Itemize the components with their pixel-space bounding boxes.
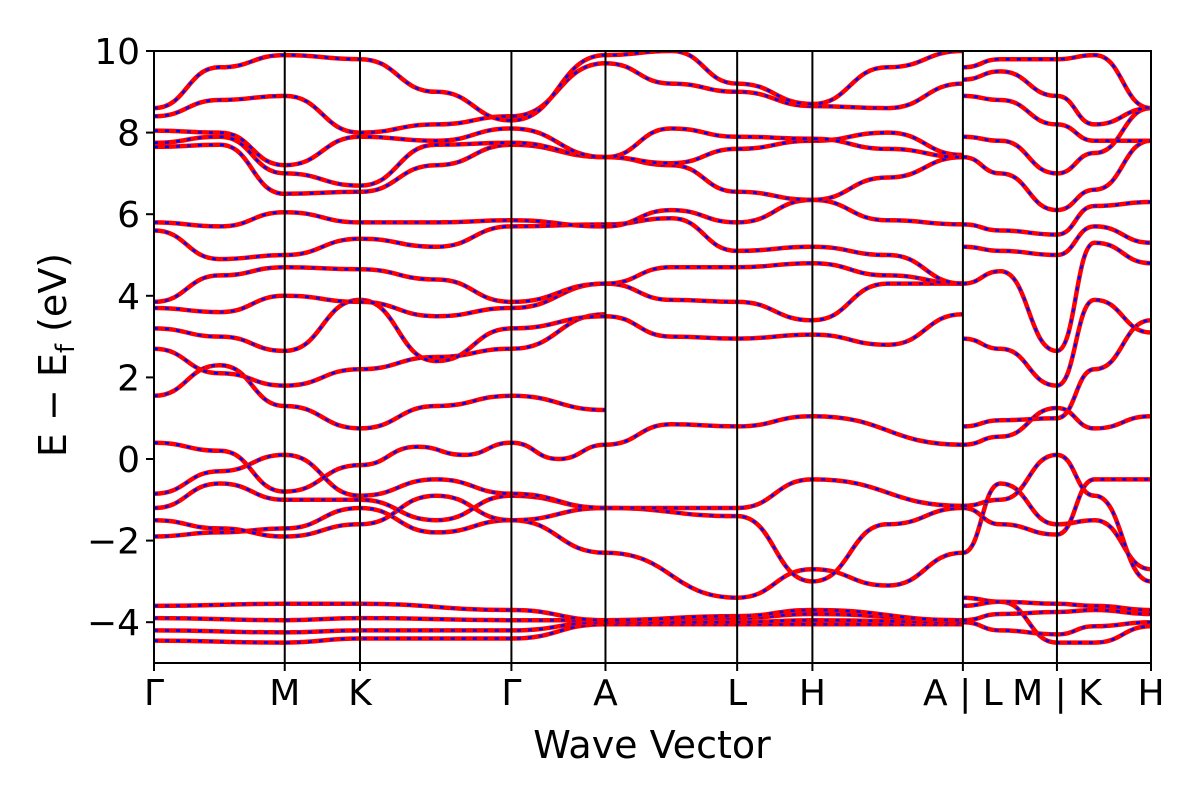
x-tick-label: Γ [501,673,521,714]
y-axis-label-main: E − E [31,353,75,457]
y-axis-ticks: 10 8 6 4 2 0 −2 −4 [87,32,154,644]
band-spin-down-29 [962,319,1151,428]
y-tick-label: 10 [94,32,140,73]
y-tick-label: 6 [117,195,140,236]
plot-area [153,50,1152,664]
band-spin-down-32 [962,225,1151,257]
y-tick-label: 8 [117,114,140,155]
band-spin-down-4 [154,506,963,599]
band-spin-up-19 [154,60,963,135]
x-tick-label: Γ [144,673,164,714]
x-tick-label: L [727,673,747,714]
band-spin-up-14 [154,216,963,286]
y-tick-label: 4 [117,277,140,318]
band-spin-up-18 [154,126,963,168]
band-spin-down-2 [154,612,963,622]
x-tick-label: M [269,673,300,714]
x-tick-label: M | K [1012,673,1103,714]
band-spin-up-4 [154,505,963,600]
x-axis-label: Wave Vector [533,723,771,767]
band-spin-up-12 [154,281,963,323]
y-tick-label: 2 [117,358,140,399]
bands-group [154,51,1151,645]
x-tick-label: H [1137,673,1164,714]
band-spin-down-20 [154,51,963,122]
band-spin-down-13 [154,261,963,304]
y-tick-label: 0 [117,440,140,481]
band-spin-down-23 [962,608,1151,622]
band-spin-down-24 [962,600,1151,612]
y-tick-label: −2 [87,522,140,563]
band-spin-up-3 [154,601,963,623]
band-spin-down-18 [154,127,963,167]
band-spin-down-6 [154,478,963,522]
band-spin-down-3 [154,602,963,622]
x-tick-label: A [593,673,618,714]
y-axis-label-unit: (eV) [31,253,75,344]
band-spin-down-38 [962,53,1151,110]
band-spin-down-12 [154,282,963,322]
band-spin-down-30 [962,298,1151,387]
x-tick-label: K [348,673,373,714]
y-tick-label: −4 [87,603,140,644]
y-axis-label-subscript: f [51,343,81,353]
x-tick-label: A | L [923,673,1003,714]
plot-frame [153,50,1152,664]
x-tick-label: H [799,673,826,714]
y-axis-label: E − Ef (eV) [31,253,81,457]
band-spin-down-28 [962,406,1151,446]
band-spin-down-10 [154,312,606,387]
band-spin-down-17 [154,131,963,187]
